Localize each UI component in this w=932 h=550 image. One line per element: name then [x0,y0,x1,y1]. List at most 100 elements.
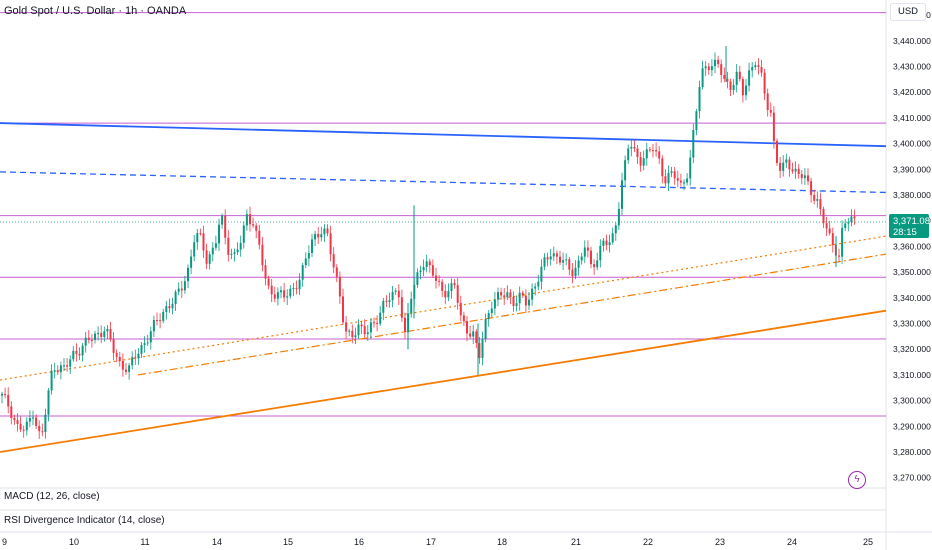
x-tick-label: 16 [354,537,364,547]
candle-body [559,256,561,263]
candle-body [410,298,413,314]
candle-body [128,365,131,372]
candle-body [47,390,50,415]
candle-body [252,224,255,226]
macd-legend[interactable]: MACD (12, 26, close) [4,491,100,502]
trendline-solid-orange [0,309,887,453]
candle-body [642,158,645,166]
candle-body [174,291,177,305]
candle-body [196,233,199,243]
candle-body [422,267,425,271]
candle-body [791,169,794,172]
candle-body [369,322,372,333]
candle-body [825,223,828,229]
y-tick-label: 3,320.000 [893,344,931,354]
candle-body [779,162,782,171]
candle-body [769,109,772,113]
candle-body [816,199,819,201]
x-tick-label: 17 [426,537,436,547]
candle-body [633,146,636,149]
lightning-alert-icon[interactable]: ϟ [848,471,866,489]
y-tick-label: 3,440.000 [893,36,931,46]
candle-body [803,175,806,179]
candle-body [580,256,583,261]
candle-body [357,324,360,336]
candle-body [596,260,599,268]
candle-body [503,295,506,298]
x-tick-label: 21 [571,537,581,547]
candle-body [255,225,258,231]
candle-body [720,64,723,75]
candle-body [84,337,87,346]
candle-body [404,317,406,333]
rsi-legend[interactable]: RSI Divergence Indicator (14, close) [4,515,165,526]
candle-body [717,59,720,65]
candle-body [794,168,797,172]
candle-body [484,319,487,340]
candle-body [469,333,472,337]
currency-button[interactable]: USD [890,3,926,21]
y-tick-label: 3,270.000 [893,473,931,483]
candle-body [171,304,174,309]
candle-body [521,292,524,296]
candle-body [326,228,329,234]
candle-body [267,278,270,286]
candle-body [828,228,831,234]
candle-body [394,290,397,292]
candle-body [32,417,34,419]
candle-body [800,174,803,179]
candle-body [397,290,400,298]
candle-body [590,250,592,265]
candle-body [270,285,273,295]
candle-body [273,294,276,299]
candle-body [190,256,193,268]
candle-body [149,331,152,343]
candle-body [735,71,738,85]
candle-body [512,296,515,307]
candle-body [726,78,729,82]
candle-body [379,312,382,324]
candle-body [648,149,651,151]
candle-body [785,159,788,163]
x-tick-label: 15 [283,537,293,547]
candle-body [227,237,230,255]
candle-body [44,414,47,433]
candle-body [540,266,543,282]
candle-body [94,333,96,340]
candle-body [345,322,348,332]
candle-body [416,272,419,285]
candle-body [605,240,608,246]
candle-body [571,269,574,277]
candle-body [524,295,527,306]
y-tick-label: 3,330.000 [893,319,931,329]
candle-body [586,247,589,251]
candle-body [655,150,658,152]
candle-body [162,311,165,321]
candle-body [109,328,112,340]
candle-body [776,141,778,163]
candle-body [701,68,704,88]
candle-body [639,157,642,166]
candle-body [847,222,850,224]
candle-body [624,160,627,181]
candle-body [822,208,825,224]
candle-body [351,330,354,338]
y-tick-label: 3,390.000 [893,164,931,174]
candle-body [431,265,434,276]
candle-body [435,275,437,281]
candle-body [745,85,747,96]
candle-body [199,233,202,235]
candle-body [462,315,465,322]
candle-body [90,339,93,341]
candle-body [506,292,509,298]
candle-body [813,194,816,201]
candle-body [738,71,741,80]
candle-body [183,281,186,291]
candle-body [441,281,444,291]
candle-body [658,151,661,159]
candle-body [10,406,13,419]
y-tick-label: 3,310.000 [893,370,931,380]
trendline-dashed-blue [0,171,887,194]
candle-body [766,93,769,110]
